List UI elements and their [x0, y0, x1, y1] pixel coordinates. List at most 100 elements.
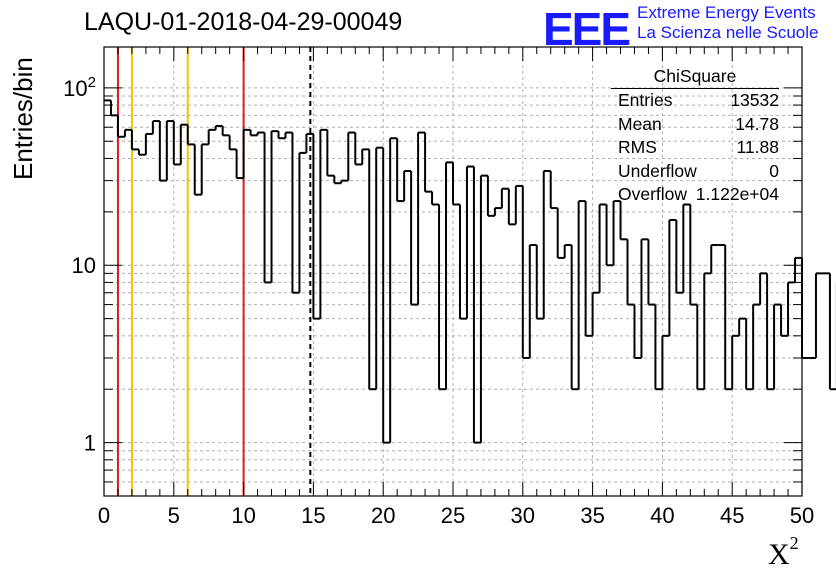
- histogram-bin: [570, 245, 579, 391]
- y-tick-label: 10: [72, 253, 96, 278]
- x-tick-label: 40: [650, 503, 674, 528]
- histogram-bin: [612, 200, 621, 266]
- histogram-bin: [710, 244, 719, 274]
- histogram-bin: [410, 170, 419, 306]
- histogram-bin: [389, 137, 398, 443]
- stats-label: RMS: [618, 137, 657, 157]
- histogram-bin: [277, 131, 286, 140]
- histogram-bin: [382, 147, 391, 444]
- histogram-bin: [731, 334, 740, 390]
- histogram-bin: [458, 204, 467, 320]
- x-axis-label-base: X: [768, 538, 790, 571]
- histogram-bin: [556, 208, 565, 259]
- histogram-bin: [158, 121, 167, 182]
- histogram-bin: [137, 149, 146, 156]
- histogram-bin: [116, 115, 125, 138]
- histogram-bin: [479, 174, 488, 443]
- histogram-bin: [787, 281, 796, 336]
- y-tick-label-base: 10: [63, 76, 87, 101]
- histogram-bin: [759, 272, 768, 305]
- stats-value: 0: [769, 160, 779, 181]
- histogram-bin: [689, 204, 698, 306]
- histogram-bin: [151, 120, 160, 134]
- stats-row-overflow: Overflow 1.122e+04: [611, 183, 779, 207]
- stats-row-rms: RMS 11.88: [611, 136, 779, 160]
- histogram-bin: [333, 175, 342, 185]
- stats-value: 1.122e+04: [695, 184, 779, 204]
- histogram-bin: [144, 132, 153, 155]
- histogram-bin: [214, 124, 223, 130]
- x-tick-label: 5: [168, 503, 180, 528]
- histogram-bin: [263, 132, 272, 284]
- histogram-bin: [165, 120, 174, 181]
- histogram-bin: [242, 128, 251, 179]
- y-tick-label: 102: [63, 74, 96, 101]
- histogram-bin: [256, 131, 265, 136]
- x-tick-label: 15: [301, 503, 325, 528]
- histogram-bin: [452, 162, 460, 206]
- histogram-bin: [542, 169, 551, 319]
- stats-value: 11.88: [736, 137, 780, 157]
- logo-caption-line1: Extreme Energy Events: [637, 3, 816, 22]
- histogram-bin: [417, 131, 426, 305]
- histogram-bin: [465, 165, 474, 319]
- histogram-bin: [514, 184, 523, 225]
- histogram-bin: [445, 161, 453, 390]
- logo-caption-line2: La Scienza nelle Scuole: [637, 23, 819, 42]
- histogram-bin: [675, 219, 684, 294]
- histogram-bin: [563, 244, 572, 258]
- x-tick-label: 30: [511, 503, 535, 528]
- histogram-bin: [270, 130, 279, 283]
- histogram-bin: [801, 257, 809, 359]
- x-tick-label: 45: [720, 503, 744, 528]
- histogram-bin: [298, 151, 307, 293]
- histogram-bin: [549, 170, 558, 210]
- x-tick-label: 0: [98, 503, 110, 528]
- histogram-bin: [438, 204, 447, 391]
- histogram-bin: [703, 272, 712, 390]
- histogram-bin: [130, 129, 139, 151]
- histogram-bin: [500, 187, 509, 209]
- histogram-bin: [493, 207, 502, 216]
- histogram-bin: [619, 201, 628, 241]
- reference-lines: [116, 47, 312, 496]
- histogram-bin: [682, 203, 691, 293]
- histogram-bin: [591, 291, 600, 336]
- histogram-bin: [235, 149, 244, 180]
- histogram-bin: [109, 100, 118, 117]
- histogram-bin: [626, 239, 635, 306]
- stats-box: ChiSquare Entries 13532 Mean 14.78 RMS 1…: [611, 66, 779, 207]
- histogram-bin: [326, 129, 335, 177]
- x-tick-label: 35: [580, 503, 604, 528]
- y-tick-label: 1: [84, 431, 96, 456]
- stats-title: ChiSquare: [611, 66, 779, 89]
- histogram-bin: [577, 200, 586, 390]
- histogram-bin: [696, 304, 705, 391]
- histogram-bin: [633, 304, 642, 359]
- histogram-bin: [424, 132, 433, 193]
- histogram-bin: [193, 144, 202, 196]
- x-axis-label-sup: 2: [789, 533, 799, 553]
- y-tick-label-exponent: 2: [88, 74, 96, 91]
- histogram-bin: [123, 128, 132, 137]
- histogram-bin: [228, 135, 237, 151]
- histogram-bin: [605, 204, 614, 267]
- stats-row-entries: Entries 13532: [611, 89, 779, 113]
- histogram-bin: [486, 175, 495, 217]
- histogram-bin: [200, 143, 209, 195]
- histogram-bin: [738, 317, 747, 336]
- stats-row-underflow: Underflow 0: [611, 160, 779, 184]
- histogram-bin: [828, 273, 836, 391]
- histogram-bin: [794, 256, 802, 283]
- histogram-bin: [773, 303, 782, 390]
- histogram-bin: [535, 245, 544, 320]
- histogram-bin: [319, 128, 328, 319]
- histogram-bin: [403, 169, 412, 202]
- histogram-bin: [340, 179, 349, 184]
- histogram-bin: [172, 121, 181, 166]
- histogram-bin: [584, 201, 593, 337]
- histogram-bin: [814, 272, 823, 358]
- stats-value: 13532: [730, 90, 779, 110]
- histogram-bin: [654, 304, 663, 391]
